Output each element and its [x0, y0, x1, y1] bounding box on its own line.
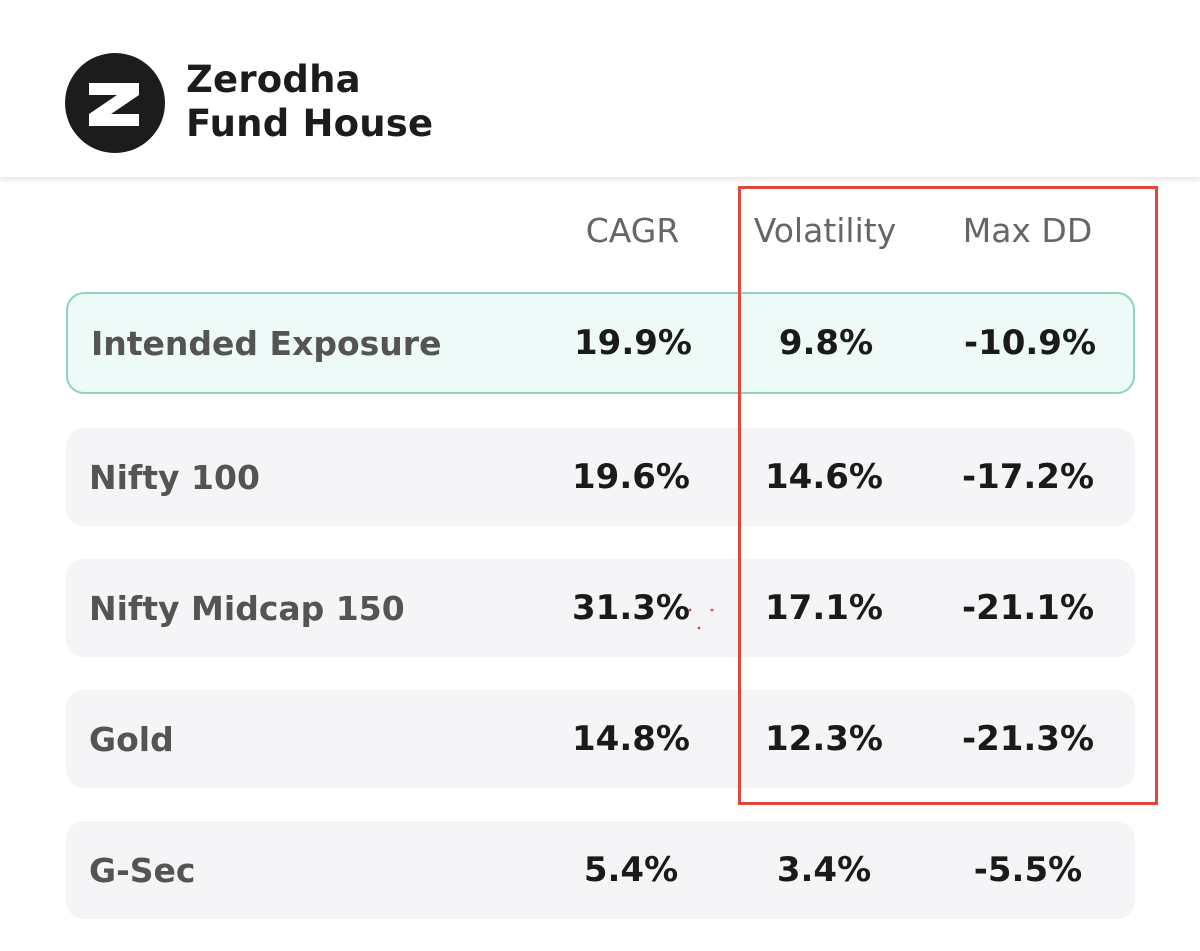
brand-line-1: Zerodha: [186, 58, 361, 101]
max-dd-value: -21.3%: [961, 719, 1095, 759]
cagr-value: 19.9%: [574, 323, 692, 363]
cagr-value: 14.8%: [572, 719, 690, 759]
table-row-intended-exposure: Intended Exposure 19.9% 9.8% -10.9%: [66, 292, 1135, 394]
brand-name: Zerodha Fund House: [186, 58, 433, 146]
cagr-value: 19.6%: [572, 457, 690, 497]
volatility-value: 9.8%: [778, 323, 874, 363]
app-header: Zerodha Fund House: [0, 0, 1200, 178]
max-dd-value: -5.5%: [973, 850, 1083, 890]
brand-line-2: Fund House: [186, 102, 434, 145]
volatility-value: 14.6%: [765, 457, 883, 497]
max-dd-value: -21.1%: [961, 588, 1095, 628]
zerodha-logo-icon: [65, 53, 165, 153]
max-dd-value: -10.9%: [963, 323, 1097, 363]
table-row-gold: Gold 14.8% 12.3% -21.3%: [66, 690, 1135, 788]
cagr-value: 31.3%: [572, 588, 690, 628]
row-name: G-Sec: [89, 850, 196, 890]
cagr-value: 5.4%: [583, 850, 679, 890]
volatility-value: 17.1%: [765, 588, 883, 628]
row-name: Intended Exposure: [91, 323, 442, 363]
row-name: Nifty 100: [89, 457, 260, 497]
column-header-max-dd: Max DD: [962, 211, 1093, 250]
table-row-nifty-100: Nifty 100 19.6% 14.6% -17.2%: [66, 428, 1135, 526]
row-name: Gold: [89, 719, 174, 759]
column-header-volatility: Volatility: [753, 211, 897, 250]
volatility-value: 12.3%: [765, 719, 883, 759]
annotation-dots: [688, 608, 714, 630]
table-row-nifty-midcap-150: Nifty Midcap 150 31.3% 17.1% -21.1%: [66, 559, 1135, 657]
row-name: Nifty Midcap 150: [89, 588, 405, 628]
table-row-g-sec: G-Sec 5.4% 3.4% -5.5%: [66, 821, 1135, 919]
column-header-cagr: CAGR: [585, 211, 680, 250]
volatility-value: 3.4%: [776, 850, 872, 890]
max-dd-value: -17.2%: [961, 457, 1095, 497]
